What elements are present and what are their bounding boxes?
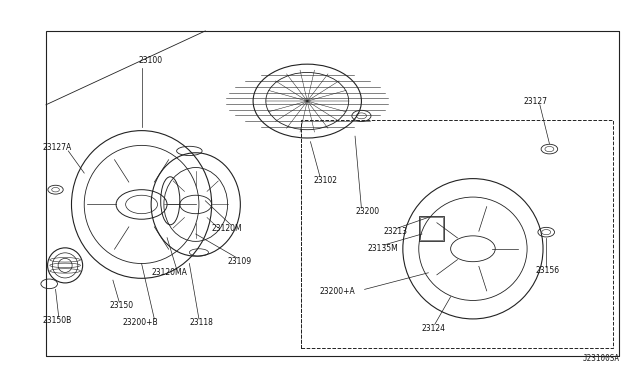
Bar: [419, 215, 444, 241]
Text: J23100SA: J23100SA: [582, 354, 620, 363]
Text: 23156: 23156: [536, 266, 559, 275]
Bar: [46, 31, 620, 356]
Text: 23150: 23150: [109, 301, 134, 311]
Text: 23200: 23200: [355, 206, 379, 216]
Bar: [420, 217, 443, 240]
Text: 23213: 23213: [384, 227, 408, 235]
Text: 23124: 23124: [422, 324, 446, 333]
Text: 23200+A: 23200+A: [320, 287, 356, 296]
Bar: [301, 119, 613, 349]
Text: 23150B: 23150B: [43, 316, 72, 325]
Text: 23100: 23100: [138, 56, 163, 65]
Text: 23102: 23102: [314, 176, 338, 185]
Text: 23127A: 23127A: [43, 143, 72, 152]
Text: 23109: 23109: [228, 257, 252, 266]
Text: 23120MA: 23120MA: [151, 268, 187, 277]
Text: 23200+B: 23200+B: [122, 318, 158, 327]
Text: 23135M: 23135M: [368, 244, 399, 253]
Text: 23127: 23127: [524, 97, 548, 106]
Text: 23118: 23118: [189, 318, 213, 327]
Text: 23120M: 23120M: [212, 224, 243, 233]
